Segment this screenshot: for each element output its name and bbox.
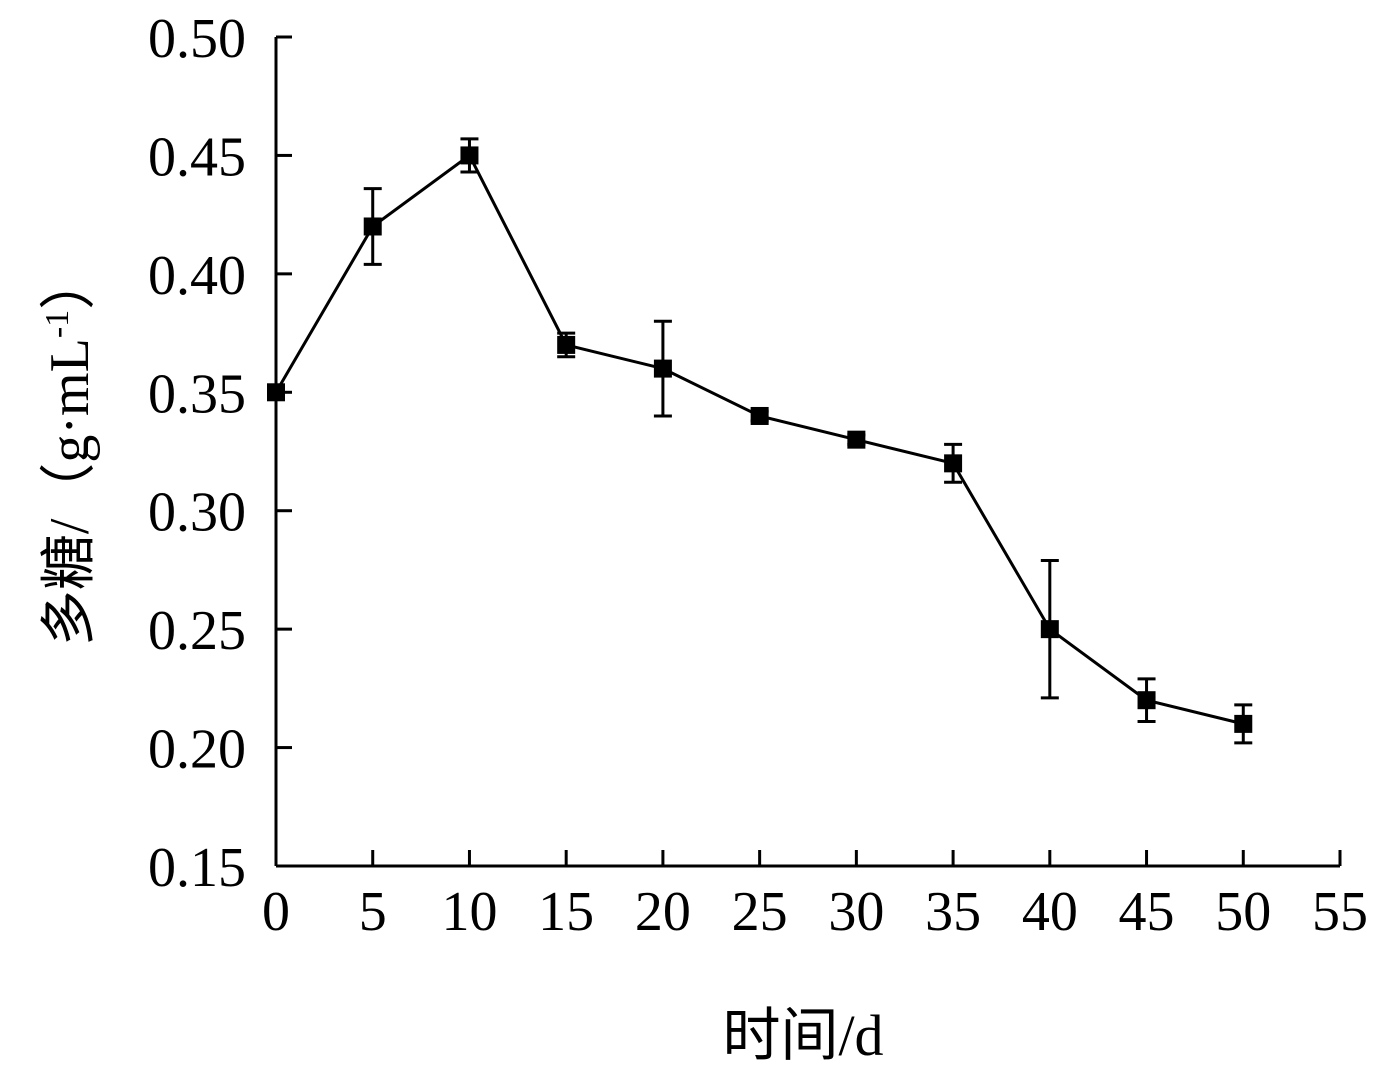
data-point	[847, 430, 866, 449]
y-axis-label: 多糖/（g·mL-1）	[39, 254, 101, 646]
x-tick-label: 50	[1215, 881, 1271, 943]
x-tick-label: 35	[925, 881, 981, 943]
y-tick-label: 0.25	[148, 600, 246, 662]
y-tick-label: 0.45	[148, 126, 246, 188]
y-axis-label-main: 多糖/（g·mL	[39, 338, 101, 646]
data-point	[1137, 691, 1156, 710]
axes	[274, 35, 1342, 868]
data-point	[557, 335, 576, 354]
y-tick-label: 0.20	[148, 719, 246, 781]
y-tick-label: 0.35	[148, 363, 246, 425]
y-axis-label-end: ）	[39, 254, 101, 310]
x-tick-label: 15	[538, 881, 594, 943]
x-tick-label: 45	[1119, 881, 1175, 943]
x-tick-label: 25	[732, 881, 788, 943]
x-tick-label: 30	[828, 881, 884, 943]
series-line	[274, 153, 1244, 726]
data-point	[750, 406, 769, 425]
y-tick-label: 0.15	[148, 837, 246, 899]
series	[267, 137, 1253, 745]
data-point	[363, 217, 382, 236]
x-tick-label: 10	[441, 881, 497, 943]
data-point	[944, 454, 963, 473]
x-tick-label: 0	[262, 881, 290, 943]
data-point	[653, 359, 672, 378]
x-tick-label: 20	[635, 881, 691, 943]
y-tick-label: 0.30	[148, 482, 246, 544]
x-axis-label: 时间/d	[722, 1003, 883, 1068]
y-tick-label: 0.50	[148, 8, 246, 70]
data-point	[1234, 714, 1253, 733]
tick-labels: 0 5 10 15 20 25 30 35 40 45 50 55 0.15 0.20 0.25 0.30 0.…	[148, 8, 1368, 943]
x-tick-label: 5	[359, 881, 387, 943]
data-point	[460, 146, 479, 165]
data-point	[1040, 620, 1059, 639]
x-tick-label: 40	[1022, 881, 1078, 943]
data-point	[267, 383, 285, 402]
y-axis-label-sup: -1	[39, 310, 76, 338]
x-tick-label: 55	[1312, 881, 1368, 943]
y-tick-label: 0.40	[148, 245, 246, 307]
